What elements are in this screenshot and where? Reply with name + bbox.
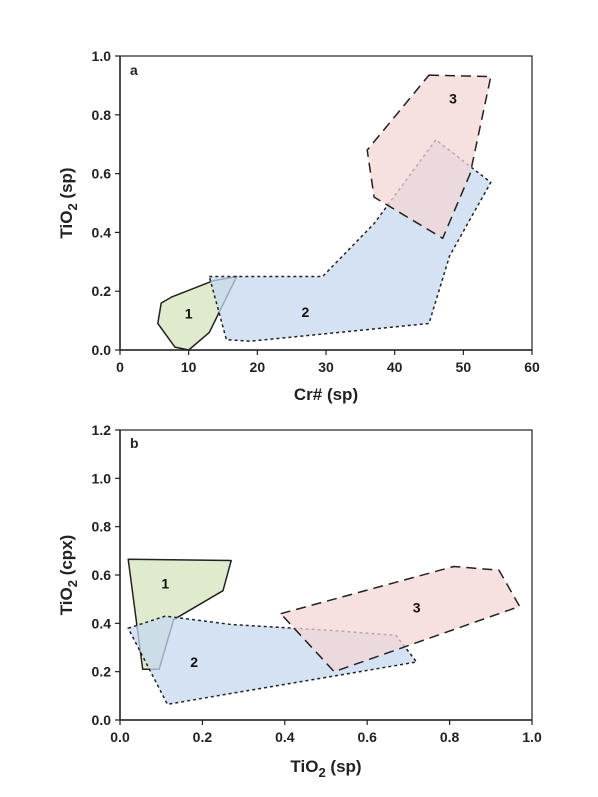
panel-a-fields [157, 74, 492, 351]
panel-b-x-tick-label: 0.6 [357, 729, 377, 745]
panel-b-x-tick-label: 0.8 [440, 729, 460, 745]
panel-a-y-ticks: 0.0 0.2 0.4 0.6 0.8 1.0 [92, 48, 120, 358]
panel-b-y-tick-label: 1.0 [92, 470, 112, 486]
panel-b-ylabel-sub: 2 [65, 580, 80, 587]
panel-a-y-tick-label: 0.4 [92, 224, 112, 240]
panel-b-field-label-2: 2 [190, 654, 198, 670]
panel-b-x-tick-label: 0.2 [193, 729, 213, 745]
panel-a-x-tick-label: 40 [387, 359, 403, 375]
panel-b-x-tick-label: 1.0 [522, 729, 542, 745]
panel-a-x-ticks: 0 10 20 30 40 50 60 [116, 350, 540, 375]
panel-a-field-label-2: 2 [302, 304, 310, 320]
panel-b-y-axis-title: TiO2 (cpx) [57, 535, 80, 616]
panel-a-ylabel-suffix: (sp) [57, 167, 76, 203]
panel-b-xlabel-sub: 2 [318, 765, 325, 780]
panel-a-x-axis-title: Cr# (sp) [294, 385, 358, 404]
panel-a-x-tick-label: 20 [250, 359, 266, 375]
panel-a-x-tick-label: 10 [181, 359, 197, 375]
panel-b-field-3 [279, 565, 521, 673]
panel-b-y-tick-label: 0.6 [92, 567, 112, 583]
panel-a-field-label-1: 1 [185, 305, 193, 321]
panel-a-y-tick-label: 0.6 [92, 166, 112, 182]
panel-a-x-tick-label: 60 [524, 359, 540, 375]
panel-b-ylabel-suffix: (cpx) [57, 535, 76, 580]
panel-a-label: a [130, 62, 138, 78]
panel-a-field-label-3: 3 [449, 91, 457, 107]
panel-b-x-tick-label: 0.0 [110, 729, 130, 745]
panel-a: 1 2 3 0 10 20 30 40 50 60 0.0 0.2 0.4 0.6 0.8 1.0 a C… [57, 48, 540, 404]
panel-a-x-tick-label: 0 [116, 359, 124, 375]
panel-a-y-tick-label: 1.0 [92, 48, 112, 64]
panel-b-field-label-1: 1 [161, 575, 169, 591]
panel-b-y-tick-label: 0.2 [92, 664, 112, 680]
panel-a-y-tick-label: 0.8 [92, 107, 112, 123]
panel-b-field-labels: 1 2 3 [161, 575, 420, 670]
panel-b-label: b [130, 435, 139, 451]
panel-b-xlabel-main: TiO [290, 757, 318, 776]
panel-b-x-tick-label: 0.4 [275, 729, 295, 745]
panel-b-y-tick-label: 0.4 [92, 615, 112, 631]
panel-b-field-label-3: 3 [413, 600, 421, 616]
panel-b-x-axis-title: TiO2 (sp) [290, 757, 361, 780]
panel-b-y-ticks: 0.0 0.2 0.4 0.6 0.8 1.0 1.2 [92, 422, 120, 728]
panel-a-field-3 [366, 74, 492, 240]
panel-a-field-labels: 1 2 3 [185, 91, 457, 322]
panel-b-x-ticks: 0.0 0.2 0.4 0.6 0.8 1.0 [110, 720, 542, 745]
panel-a-x-tick-label: 50 [456, 359, 472, 375]
panel-b-fields [127, 558, 521, 706]
panel-a-x-tick-label: 30 [318, 359, 334, 375]
panel-b-y-tick-label: 0.0 [92, 712, 112, 728]
panel-a-y-tick-label: 0.0 [92, 342, 112, 358]
panel-a-ylabel-sub: 2 [65, 203, 80, 210]
panel-b-xlabel-suffix: (sp) [326, 757, 362, 776]
panel-a-y-tick-label: 0.2 [92, 283, 112, 299]
panel-b-y-tick-label: 0.8 [92, 519, 112, 535]
panel-a-y-axis-title: TiO2 (sp) [57, 167, 80, 238]
panel-b: 1 2 3 0.0 0.2 0.4 0.6 0.8 1.0 0.0 0.2 0.4 0.6 0.8 1.… [57, 422, 542, 780]
panel-b-ylabel-main: TiO [57, 587, 76, 615]
panel-b-y-tick-label: 1.2 [92, 422, 112, 438]
panel-a-ylabel-main: TiO [57, 211, 76, 239]
